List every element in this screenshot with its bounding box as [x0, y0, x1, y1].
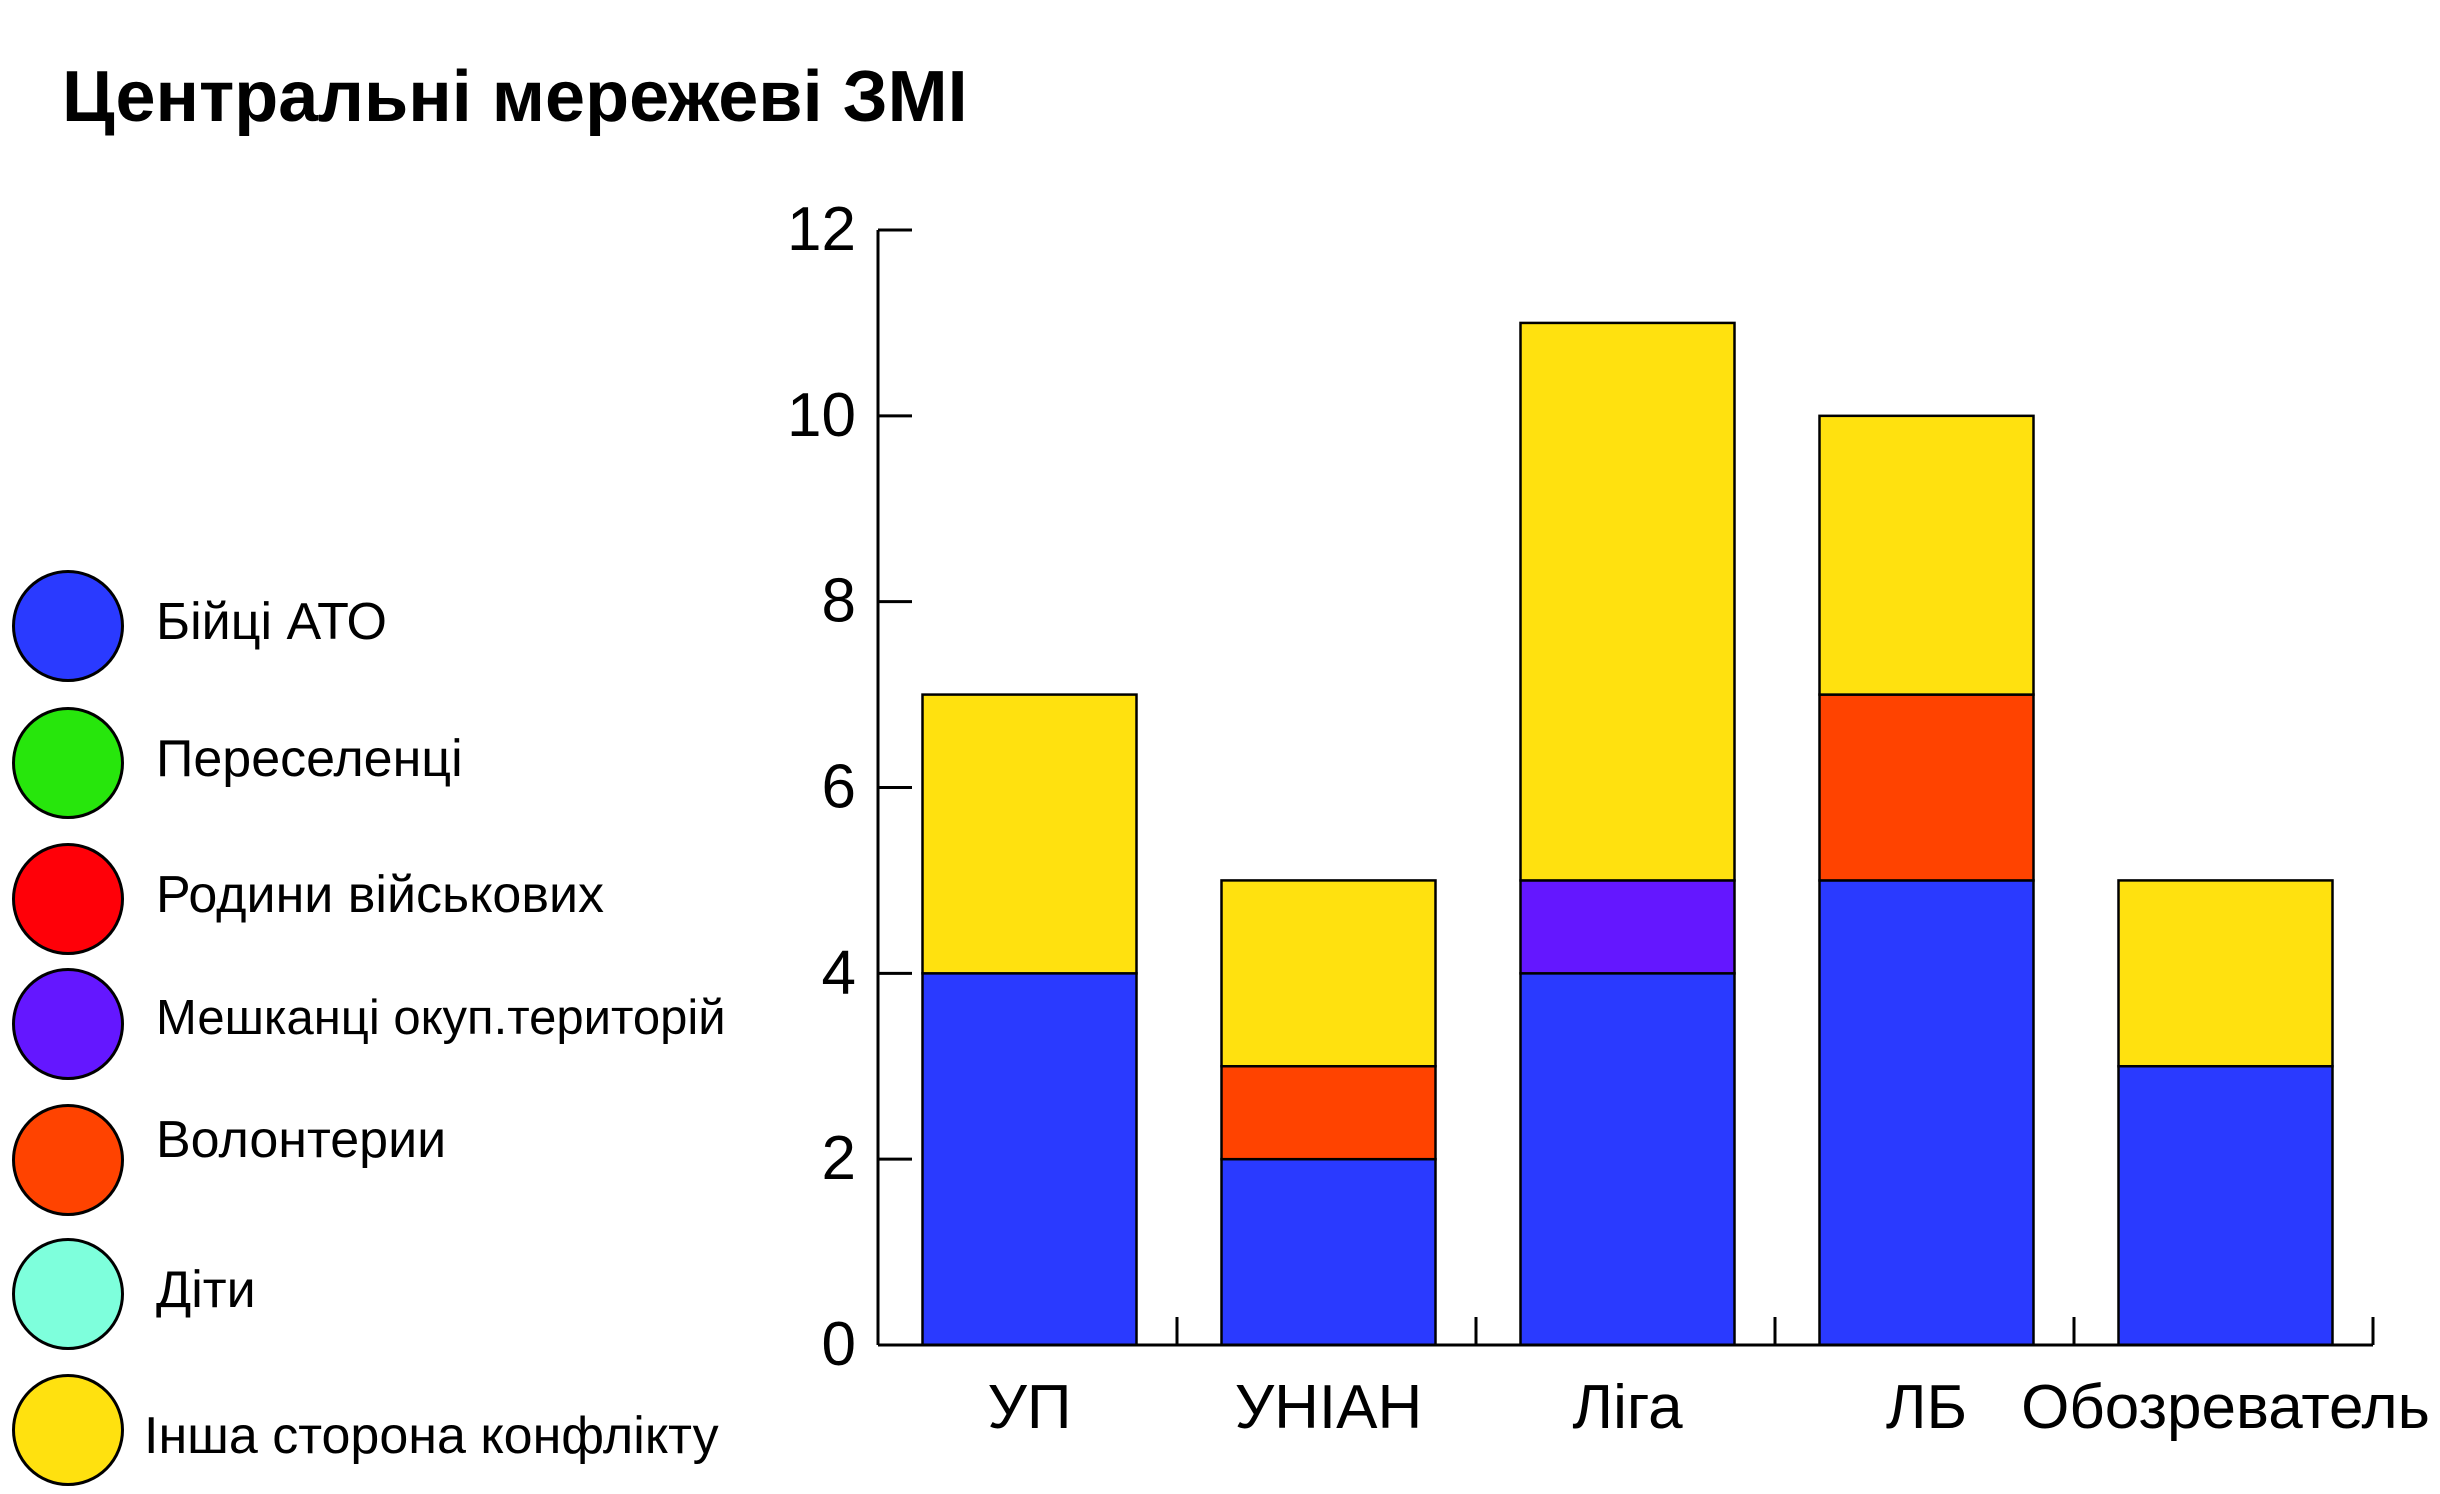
- bar-segment: [2117, 1065, 2334, 1347]
- x-tick-label: Ліга: [1572, 1373, 1683, 1442]
- bar-segment: [921, 972, 1138, 1347]
- legend-label: Інша сторона конфлікту: [144, 1407, 719, 1465]
- y-tick-label: 4: [822, 938, 856, 1007]
- legend-swatch: [12, 1238, 124, 1350]
- bar-segment: [1519, 879, 1736, 975]
- legend-item-ato: Бійці АТО: [12, 570, 792, 690]
- legend-swatch: [12, 1374, 124, 1486]
- x-tick-label: Обозреватель: [2021, 1373, 2430, 1442]
- bar-segment: [1519, 321, 1736, 882]
- bar-segment: [1220, 1065, 1437, 1161]
- legend-swatch: [12, 1104, 124, 1216]
- legend-item-other-side: Інша сторона конфлікту: [12, 1374, 792, 1494]
- bar-segment: [1220, 1157, 1437, 1347]
- legend-swatch: [12, 570, 124, 682]
- y-tick-label: 2: [822, 1124, 856, 1193]
- bar-segment: [1818, 879, 2035, 1347]
- legend-swatch: [12, 707, 124, 819]
- x-tick-label: ЛБ: [1886, 1373, 1967, 1442]
- legend-item-occupied-residents: Мешканці окуп.територій: [12, 968, 792, 1088]
- legend-item-volunteers: Волонтерии: [12, 1104, 792, 1224]
- legend-label: Діти: [156, 1261, 256, 1319]
- y-tick-label: 6: [822, 753, 856, 822]
- bar-segment: [921, 693, 1138, 975]
- legend-swatch: [12, 843, 124, 955]
- legend-label: Переселенці: [156, 730, 463, 788]
- bar-segment: [1519, 972, 1736, 1347]
- legend-label: Мешканці окуп.територій: [156, 991, 726, 1045]
- bar-segment: [1818, 693, 2035, 882]
- legend: Бійці АТО Переселенці Родини військових …: [0, 0, 800, 1492]
- legend-item-military-families: Родини військових: [12, 843, 792, 963]
- chart-title: Центральні мережеві ЗМІ: [62, 57, 968, 137]
- y-tick-label: 10: [787, 381, 856, 450]
- legend-label: Родини військових: [156, 866, 605, 924]
- legend-label: Волонтерии: [156, 1111, 447, 1169]
- bar-segment: [2117, 879, 2334, 1068]
- y-tick-label: 8: [822, 567, 856, 636]
- y-tick-label: 12: [787, 195, 856, 264]
- bar-segment: [1818, 414, 2035, 696]
- legend-item-children: Діти: [12, 1238, 792, 1358]
- bar-segment: [1220, 879, 1437, 1068]
- legend-label: Бійці АТО: [156, 593, 388, 651]
- x-tick-label: УП: [988, 1373, 1072, 1442]
- legend-swatch: [12, 968, 124, 1080]
- y-tick-label: 0: [822, 1310, 856, 1379]
- x-tick-label: УНІАН: [1235, 1373, 1423, 1442]
- legend-item-displaced: Переселенці: [12, 707, 792, 827]
